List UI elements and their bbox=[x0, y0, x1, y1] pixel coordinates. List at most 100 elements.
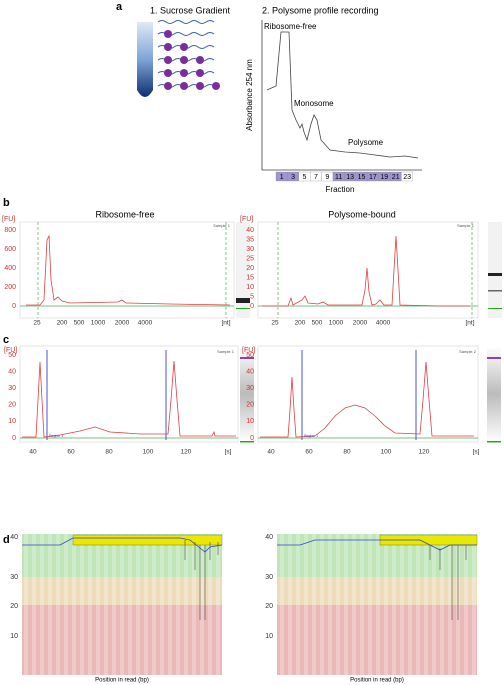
region-label: Region 1 bbox=[49, 434, 63, 438]
y-tick-label: 20 bbox=[246, 402, 254, 409]
marker-line bbox=[37, 222, 473, 318]
plot-area bbox=[257, 221, 479, 319]
fraction-label: 5 bbox=[303, 174, 307, 181]
fraction-label: 11 bbox=[335, 174, 342, 181]
y-tick-label: 600 bbox=[4, 246, 16, 253]
gel-lane bbox=[236, 222, 250, 318]
y-tick-label: 20 bbox=[246, 265, 254, 272]
gel-lane bbox=[240, 346, 254, 442]
x-tick-label: 60 bbox=[67, 449, 75, 456]
fraction-box bbox=[401, 171, 413, 182]
y-tick-label: 40 bbox=[246, 368, 254, 375]
x-tick-label: 4000 bbox=[376, 320, 391, 327]
y-tick-label: 200 bbox=[4, 284, 16, 291]
sample-label: Sample 1 bbox=[217, 349, 235, 354]
x-tick-label: 500 bbox=[74, 320, 85, 327]
panel-label: d bbox=[3, 534, 10, 546]
y-tick-label: 10 bbox=[246, 418, 254, 425]
y-tick-label: 25 bbox=[246, 255, 254, 262]
fraction-label: 3 bbox=[291, 174, 295, 181]
fraction-row: 1 3 5 7 9 11 13 15 17 19 21 23 bbox=[275, 171, 413, 182]
x-tick-label: 2000 bbox=[115, 320, 130, 327]
fraction-label: 13 bbox=[346, 174, 354, 181]
y-tick-label: 10 bbox=[8, 418, 16, 425]
y-tick-label: 15 bbox=[246, 274, 254, 281]
trace bbox=[26, 234, 231, 306]
y-tick-label: 30 bbox=[246, 246, 254, 253]
fraction-label: 9 bbox=[325, 174, 329, 181]
unit-label: [FU] bbox=[4, 347, 17, 354]
trace bbox=[22, 360, 236, 438]
fraction-label: 1 bbox=[280, 174, 284, 181]
gel-band bbox=[488, 273, 502, 276]
step-title: 2. Polysome profile recording bbox=[262, 5, 379, 15]
fraction-label: 15 bbox=[358, 174, 366, 181]
plot-title: Ribosome-free bbox=[95, 209, 154, 219]
x-tick-label: 25 bbox=[33, 320, 41, 327]
panel-label: b bbox=[3, 197, 10, 209]
region-line bbox=[46, 350, 417, 440]
tube bbox=[137, 22, 153, 97]
y-tick-label: 30 bbox=[246, 385, 254, 392]
y-tick-label: 0 bbox=[250, 303, 254, 310]
trace bbox=[262, 235, 470, 307]
unit-label: [nt] bbox=[221, 320, 230, 327]
x-tick-label: 1000 bbox=[329, 320, 344, 327]
x-tick-label: 1000 bbox=[91, 320, 106, 327]
gel-marker bbox=[488, 308, 502, 309]
plot-area bbox=[19, 221, 235, 319]
gel-marker bbox=[240, 357, 254, 359]
y-tick-label: 800 bbox=[4, 227, 16, 234]
x-tick-label: 60 bbox=[305, 449, 313, 456]
panel-label: a bbox=[116, 1, 123, 13]
region-label: Region 1 bbox=[304, 434, 318, 438]
unit-label: [FU] bbox=[2, 216, 15, 223]
profile-trace bbox=[266, 31, 419, 159]
x-tick-label: 4000 bbox=[138, 320, 153, 327]
x-tick-label: 80 bbox=[343, 449, 351, 456]
y-tick-label: 0 bbox=[12, 303, 16, 310]
y-tick-label: 50 bbox=[246, 352, 254, 359]
unit-label: [s] bbox=[225, 449, 232, 456]
unit-label: [s] bbox=[473, 449, 480, 456]
y-tick-label: 10 bbox=[246, 284, 254, 291]
gel-marker bbox=[240, 441, 254, 443]
x-tick-label: 120 bbox=[419, 449, 430, 456]
x-tick-label: 200 bbox=[57, 320, 68, 327]
x-tick-label: 25 bbox=[271, 320, 279, 327]
x-tick-label: 100 bbox=[143, 449, 154, 456]
panel-label: c bbox=[3, 334, 9, 346]
gel-lane bbox=[487, 346, 501, 442]
gel-marker bbox=[236, 308, 250, 309]
peak-label: Polysome bbox=[348, 138, 384, 147]
y-tick-label: 30 bbox=[8, 385, 16, 392]
gel-lane bbox=[488, 222, 502, 318]
unit-label: [FU] bbox=[240, 216, 253, 223]
x-tick-label: 100 bbox=[381, 449, 392, 456]
y-tick-label: 5 bbox=[250, 293, 254, 300]
y-tick-label: 0 bbox=[12, 435, 16, 442]
plot-area bbox=[257, 345, 479, 443]
fraction-label: 7 bbox=[314, 174, 318, 181]
ribosomes bbox=[164, 30, 220, 90]
y-tick-label: 10 bbox=[10, 633, 18, 640]
fraction-label: 21 bbox=[392, 174, 400, 181]
y-tick-label: 40 bbox=[10, 534, 18, 541]
sample-label: Sample 1 bbox=[213, 223, 231, 228]
gel-band bbox=[488, 290, 502, 292]
axis-title: Absorbance 254 nm bbox=[245, 59, 254, 131]
axis-title: Position in read (bp) bbox=[350, 678, 404, 684]
axis-title: Position in read (bp) bbox=[95, 678, 149, 684]
y-tick-label: 20 bbox=[8, 402, 16, 409]
y-tick-label: 30 bbox=[10, 574, 18, 581]
fraction-label: 19 bbox=[380, 174, 388, 181]
x-tick-label: 200 bbox=[295, 320, 306, 327]
gel-marker bbox=[487, 441, 501, 443]
gel-band bbox=[236, 298, 250, 303]
fraction-label: 23 bbox=[403, 174, 411, 181]
y-tick-label: 20 bbox=[265, 603, 273, 610]
y-tick-label: 30 bbox=[265, 574, 273, 581]
y-tick-label: 40 bbox=[265, 534, 273, 541]
x-tick-label: 2000 bbox=[353, 320, 368, 327]
plot-title: Polysome-bound bbox=[328, 209, 396, 219]
